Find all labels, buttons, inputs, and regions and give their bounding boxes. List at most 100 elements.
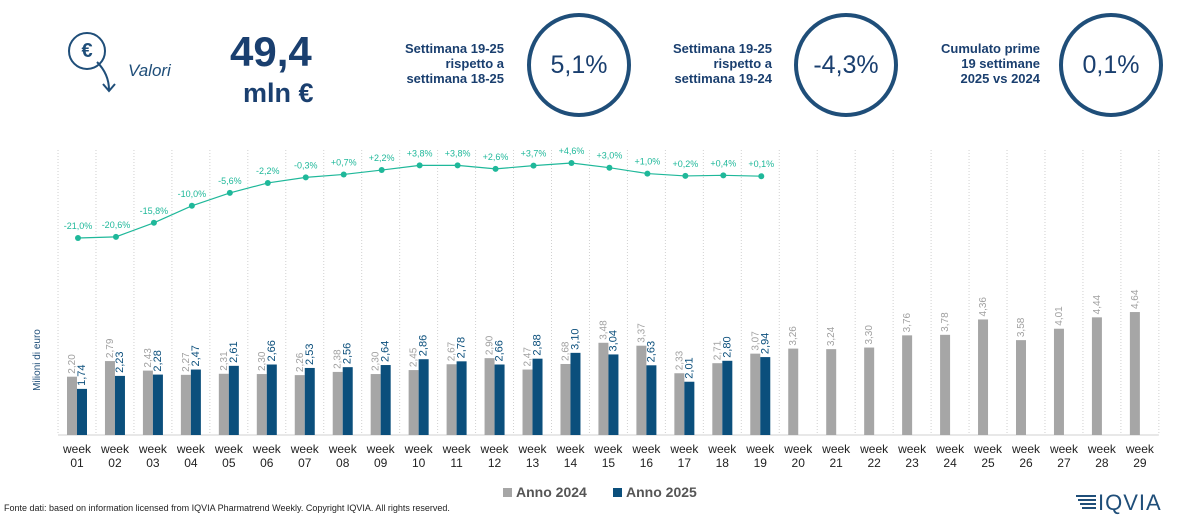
- growth-point: [226, 189, 233, 196]
- kpi-line: 2025 vs 2024: [960, 71, 1040, 86]
- value-label: 2,80: [721, 336, 733, 357]
- growth-point: [188, 202, 195, 209]
- value-label: 3,48: [598, 320, 609, 340]
- growth-label: -20,6%: [102, 220, 131, 230]
- growth-label: -2,2%: [256, 166, 280, 176]
- x-tick-label: week 21: [822, 442, 851, 470]
- growth-label: -0,3%: [294, 160, 318, 170]
- value-label: 2,71: [712, 340, 723, 360]
- x-tick-label: week 05: [214, 442, 243, 470]
- x-tick-label: week 13: [518, 442, 547, 470]
- bar: [104, 361, 115, 435]
- bar: [266, 364, 277, 435]
- growth-label: +2,2%: [369, 153, 395, 163]
- bar: [418, 359, 429, 435]
- kpi-text: Settimana 19-25 rispetto a settimana 19-24: [660, 41, 772, 86]
- kpi-text: Settimana 19-25 rispetto a settimana 18-25: [392, 41, 504, 86]
- growth-label: +0,7%: [331, 157, 357, 167]
- value-label: 2,01: [683, 357, 695, 378]
- bar: [218, 373, 229, 435]
- bar: [1091, 317, 1102, 435]
- bar: [712, 363, 723, 435]
- growth-point: [378, 167, 385, 174]
- bar: [77, 388, 87, 435]
- growth-point: [530, 162, 537, 169]
- bar: [294, 375, 305, 435]
- bar: [304, 367, 315, 435]
- kpi-line: settimana 18-25: [406, 71, 504, 86]
- kpi-line: Cumulato prime: [941, 41, 1040, 56]
- value-label: 2,47: [523, 347, 534, 367]
- growth-label: +2,6%: [483, 152, 509, 162]
- euro-icon: €: [68, 32, 106, 70]
- growth-point: [720, 172, 727, 179]
- bar: [646, 365, 657, 435]
- value-label: 2,88: [532, 334, 544, 355]
- bar: [1053, 328, 1064, 435]
- x-tick-label: week 27: [1049, 442, 1078, 470]
- legend-swatch: [503, 488, 512, 497]
- value-label: 2,56: [342, 343, 354, 364]
- growth-label: +0,2%: [672, 159, 698, 169]
- growth-label: +0,4%: [710, 158, 736, 168]
- value-label: 2,23: [114, 351, 126, 372]
- bar: [484, 358, 495, 435]
- value-label: 3,37: [636, 323, 647, 343]
- x-tick-label: week 22: [860, 442, 889, 470]
- kpi-line: Settimana 19-25: [405, 41, 504, 56]
- x-tick-label: week 17: [670, 442, 699, 470]
- value-label: 2,47: [190, 345, 202, 366]
- bar: [760, 357, 771, 435]
- bar: [67, 376, 77, 435]
- value-label: 1,74: [76, 364, 88, 385]
- growth-point: [758, 173, 765, 180]
- x-tick-label: week 19: [746, 442, 775, 470]
- x-tick-label: week 04: [176, 442, 205, 470]
- bar: [380, 365, 391, 435]
- growth-label: -5,6%: [218, 176, 242, 186]
- value-label: 2,28: [152, 350, 164, 371]
- growth-point: [492, 165, 499, 172]
- value-label: 2,27: [181, 352, 192, 372]
- kpi-line: rispetto a: [445, 56, 504, 71]
- growth-point: [568, 160, 575, 167]
- value-label: 3,26: [788, 326, 799, 346]
- arrow-icon: [96, 61, 116, 93]
- value-label: 2,66: [266, 340, 278, 361]
- value-label: 2,66: [494, 340, 506, 361]
- x-tick-label: week 26: [1011, 442, 1040, 470]
- bar: [570, 352, 581, 435]
- value-label: 3,76: [902, 312, 913, 332]
- growth-label: +3,8%: [445, 148, 471, 158]
- value-label: 3,07: [750, 331, 761, 351]
- value-label: 3,30: [864, 325, 875, 345]
- x-tick-label: week 20: [784, 442, 813, 470]
- value-label: 2,45: [409, 347, 420, 367]
- value-label: 2,86: [418, 335, 430, 356]
- x-tick-label: week 09: [366, 442, 395, 470]
- header-label: Valori: [128, 61, 171, 80]
- bar: [180, 374, 191, 435]
- bar: [978, 319, 989, 435]
- bar: [494, 364, 505, 435]
- growth-point: [302, 174, 309, 181]
- bar: [332, 371, 343, 435]
- bar: [152, 374, 163, 435]
- legend-label: Anno 2025: [626, 484, 697, 500]
- header-unit: mln €: [243, 78, 314, 108]
- kpi-line: rispetto a: [713, 56, 772, 71]
- value-label: 2,20: [67, 354, 78, 374]
- bar: [522, 369, 533, 435]
- growth-label: -10,0%: [178, 189, 207, 199]
- value-label: 2,64: [380, 341, 392, 362]
- growth-line: [77, 162, 762, 239]
- value-label: 3,58: [1016, 317, 1027, 337]
- x-tick-label: week 07: [290, 442, 319, 470]
- value-label: 2,31: [219, 351, 230, 371]
- value-label: 2,26: [295, 352, 306, 372]
- value-label: 2,61: [228, 341, 240, 362]
- x-tick-label: week 23: [898, 442, 927, 470]
- growth-label: +4,6%: [559, 146, 585, 156]
